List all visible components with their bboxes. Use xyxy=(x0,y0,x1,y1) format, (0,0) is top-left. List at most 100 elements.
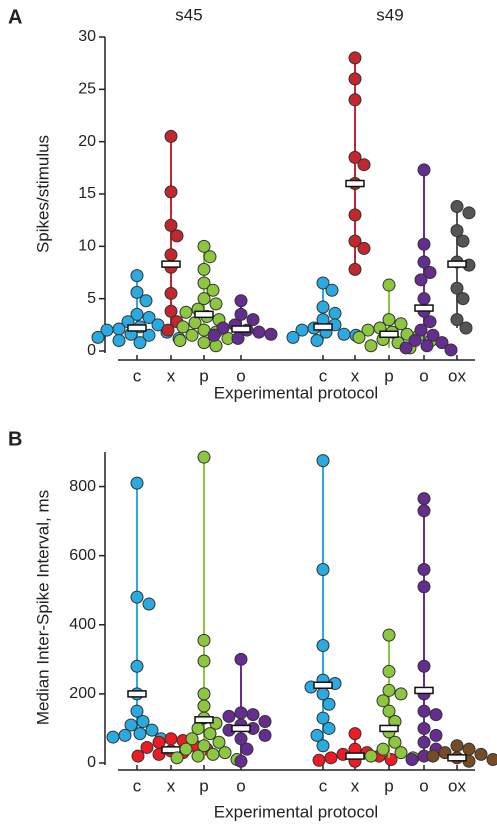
median-marker xyxy=(194,310,214,319)
data-point xyxy=(112,322,126,336)
data-point xyxy=(209,339,223,353)
x-tick-label: x xyxy=(167,366,176,385)
data-point xyxy=(459,321,473,335)
x-tick-label: ox xyxy=(448,366,466,385)
section-title: s49 xyxy=(376,5,403,24)
data-point xyxy=(312,753,326,767)
y-tick-label: 400 xyxy=(69,616,96,633)
y-tick-label: 20 xyxy=(78,133,96,150)
data-point xyxy=(417,255,431,269)
data-point xyxy=(450,739,464,753)
data-point xyxy=(348,51,362,65)
data-point xyxy=(394,746,408,760)
data-point xyxy=(450,224,464,238)
data-point xyxy=(234,706,248,720)
data-point xyxy=(316,639,330,653)
data-point xyxy=(207,328,221,342)
data-point xyxy=(179,742,193,756)
data-point xyxy=(316,454,330,468)
median-marker xyxy=(161,260,181,268)
data-point xyxy=(170,751,184,765)
data-point xyxy=(382,704,396,718)
data-point xyxy=(462,206,476,220)
y-tick-label: 800 xyxy=(69,478,96,495)
data-point xyxy=(456,292,470,306)
x-tick-label: c xyxy=(319,366,328,385)
data-point xyxy=(357,241,371,255)
data-point xyxy=(423,315,437,329)
data-point xyxy=(212,735,226,749)
data-point xyxy=(164,304,178,318)
median-marker xyxy=(379,724,399,733)
data-point xyxy=(258,715,272,729)
data-point xyxy=(197,239,211,253)
y-tick-label: 0 xyxy=(87,754,96,771)
x-tick-label: c xyxy=(133,366,142,385)
data-point xyxy=(100,323,114,337)
x-tick-label: o xyxy=(236,776,245,795)
y-axis-label: Median Inter-Spike Interval, ms xyxy=(33,490,52,725)
data-point xyxy=(357,158,371,172)
section-title: s45 xyxy=(175,5,202,24)
data-point xyxy=(130,269,144,283)
data-point xyxy=(399,341,413,355)
data-point xyxy=(234,307,248,321)
data-point xyxy=(382,313,396,327)
data-point xyxy=(417,504,431,518)
data-point xyxy=(209,297,223,311)
data-point xyxy=(197,654,211,668)
data-point xyxy=(145,723,159,737)
data-point xyxy=(286,330,300,344)
data-point xyxy=(337,327,351,341)
median-marker xyxy=(127,324,147,332)
data-point xyxy=(417,704,431,718)
data-point xyxy=(414,273,428,287)
data-point xyxy=(316,562,330,576)
median-marker xyxy=(345,179,365,188)
data-point xyxy=(197,739,211,753)
data-point xyxy=(206,283,220,297)
data-point xyxy=(426,328,440,342)
data-point xyxy=(197,276,211,290)
data-point xyxy=(429,708,443,722)
y-tick-label: 600 xyxy=(69,547,96,564)
data-point xyxy=(246,313,260,327)
data-point xyxy=(348,727,362,741)
data-point xyxy=(142,597,156,611)
data-point xyxy=(417,721,431,735)
data-point xyxy=(130,285,144,299)
data-point xyxy=(118,728,132,742)
data-point xyxy=(295,323,309,337)
data-point xyxy=(185,328,199,342)
data-point xyxy=(348,262,362,276)
data-point xyxy=(164,286,178,300)
data-point xyxy=(316,300,330,314)
data-point xyxy=(131,749,145,763)
median-marker xyxy=(447,754,467,762)
data-point xyxy=(348,72,362,86)
data-point xyxy=(405,753,419,767)
y-tick-label: 15 xyxy=(78,185,96,202)
data-point xyxy=(414,323,428,337)
data-point xyxy=(106,730,120,744)
data-point xyxy=(139,294,153,308)
x-axis-label: Experimental protocol xyxy=(214,383,378,402)
data-point xyxy=(197,262,211,276)
data-point xyxy=(310,334,324,348)
data-point xyxy=(417,562,431,576)
data-point xyxy=(450,200,464,214)
data-point xyxy=(164,218,178,232)
data-point xyxy=(417,492,431,506)
data-point xyxy=(231,331,245,345)
x-tick-label: p xyxy=(384,776,393,795)
median-marker xyxy=(231,724,251,733)
data-point xyxy=(222,709,236,723)
median-marker xyxy=(414,686,434,695)
data-point xyxy=(133,336,147,350)
data-point xyxy=(324,751,338,765)
data-point xyxy=(216,321,230,335)
data-point xyxy=(191,749,205,763)
data-point xyxy=(130,307,144,321)
data-point xyxy=(364,749,378,763)
data-point xyxy=(252,325,266,339)
